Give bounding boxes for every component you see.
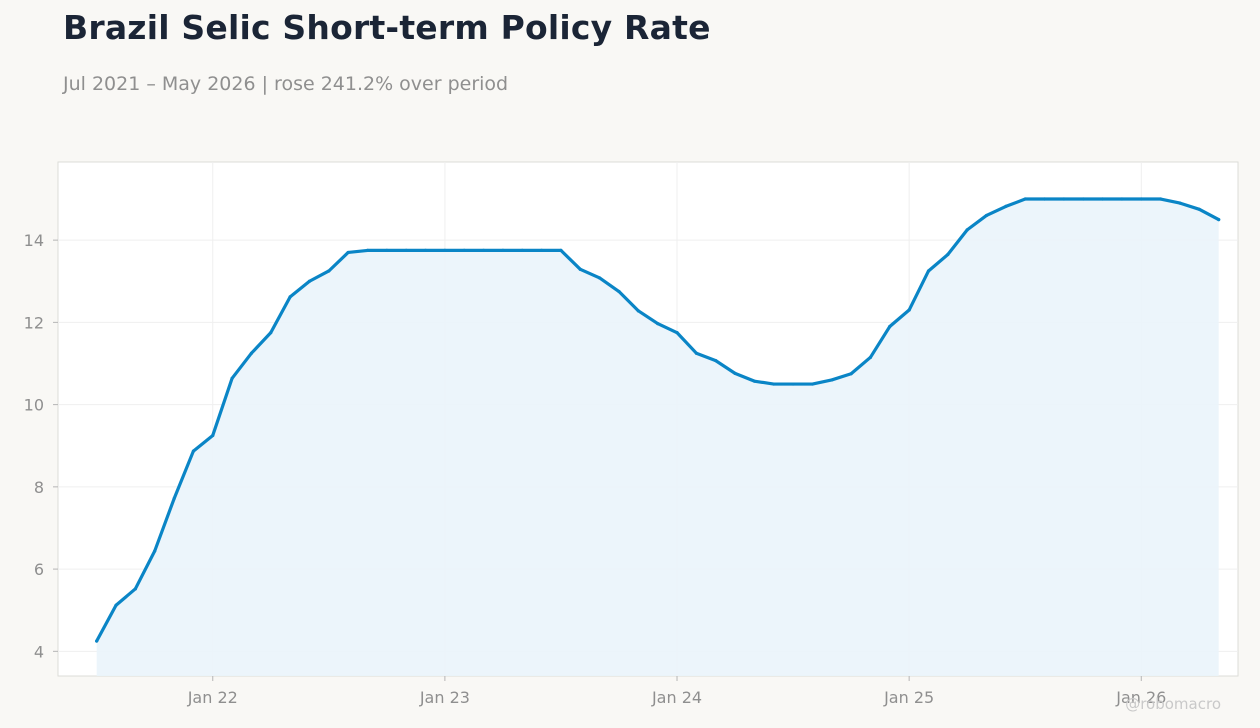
data-point xyxy=(1120,197,1124,201)
x-tick-label: Jan 25 xyxy=(883,688,934,707)
data-point xyxy=(520,248,524,253)
data-point xyxy=(694,351,698,355)
data-point xyxy=(288,295,292,299)
data-point xyxy=(540,248,544,253)
data-points xyxy=(95,197,1221,643)
data-point xyxy=(462,248,466,253)
data-point xyxy=(849,372,853,376)
data-point xyxy=(752,379,756,383)
data-point xyxy=(114,603,118,607)
data-point xyxy=(907,308,911,312)
data-point xyxy=(191,449,196,453)
chart-title: Brazil Selic Short-term Policy Rate xyxy=(63,8,711,47)
y-tick-label: 4 xyxy=(34,642,44,661)
y-tick-label: 8 xyxy=(34,478,44,497)
data-point xyxy=(675,331,679,335)
data-point xyxy=(327,269,331,273)
y-tick-label: 14 xyxy=(24,231,44,250)
x-tick-label: Jan 22 xyxy=(187,688,238,707)
data-point xyxy=(810,382,815,386)
data-point xyxy=(443,248,447,253)
data-point xyxy=(1062,197,1066,201)
data-point xyxy=(559,248,563,253)
data-point xyxy=(578,267,582,271)
data-point xyxy=(346,250,350,255)
area-layer xyxy=(96,199,1219,676)
data-point xyxy=(656,322,660,326)
x-axis-ticks: Jan 22 Jan 23 Jan 24 Jan 25 Jan 26 xyxy=(187,676,1166,707)
data-point xyxy=(598,276,602,280)
x-tick-label: Jan 26 xyxy=(1115,688,1166,707)
data-point xyxy=(714,359,718,363)
data-point xyxy=(481,248,486,253)
data-point xyxy=(946,252,950,257)
data-point xyxy=(385,248,389,253)
data-point xyxy=(1197,207,1201,211)
data-point xyxy=(249,351,254,355)
data-point xyxy=(1159,197,1163,201)
data-point xyxy=(791,382,795,386)
x-tick-label: Jan 24 xyxy=(651,688,702,707)
data-point xyxy=(172,497,176,501)
data-point xyxy=(636,309,640,313)
y-axis-ticks: 4 6 8 10 12 14 xyxy=(24,231,58,661)
data-point xyxy=(153,549,157,553)
data-point xyxy=(404,248,408,253)
data-point xyxy=(965,228,969,232)
chart-subtitle: Jul 2021 – May 2026 | rose 241.2% over p… xyxy=(63,73,509,95)
data-point xyxy=(926,269,931,273)
data-point xyxy=(868,355,873,359)
data-point xyxy=(269,331,273,335)
watermark: @robomacro xyxy=(1125,695,1221,713)
data-point xyxy=(1042,197,1047,201)
data-point xyxy=(95,639,99,643)
data-point xyxy=(1004,204,1008,209)
y-tick-label: 12 xyxy=(24,313,44,332)
data-point xyxy=(423,248,428,253)
data-point xyxy=(230,376,234,380)
y-tick-label: 6 xyxy=(34,560,44,579)
data-point xyxy=(133,587,137,591)
data-point xyxy=(617,289,621,294)
x-tick-label: Jan 23 xyxy=(419,688,470,707)
series-area xyxy=(96,199,1219,676)
data-point xyxy=(888,324,892,329)
data-point xyxy=(307,279,312,283)
data-point xyxy=(501,248,505,253)
data-point xyxy=(1139,197,1143,201)
data-point xyxy=(1023,197,1027,201)
data-point xyxy=(211,433,215,438)
data-point xyxy=(1178,201,1182,205)
data-point xyxy=(1081,197,1085,201)
data-point xyxy=(772,382,776,386)
data-point xyxy=(1100,197,1105,201)
data-point xyxy=(365,248,370,253)
data-point xyxy=(1217,217,1221,222)
data-point xyxy=(984,213,989,218)
y-tick-label: 10 xyxy=(24,396,44,415)
data-point xyxy=(830,378,834,382)
data-point xyxy=(733,371,737,375)
